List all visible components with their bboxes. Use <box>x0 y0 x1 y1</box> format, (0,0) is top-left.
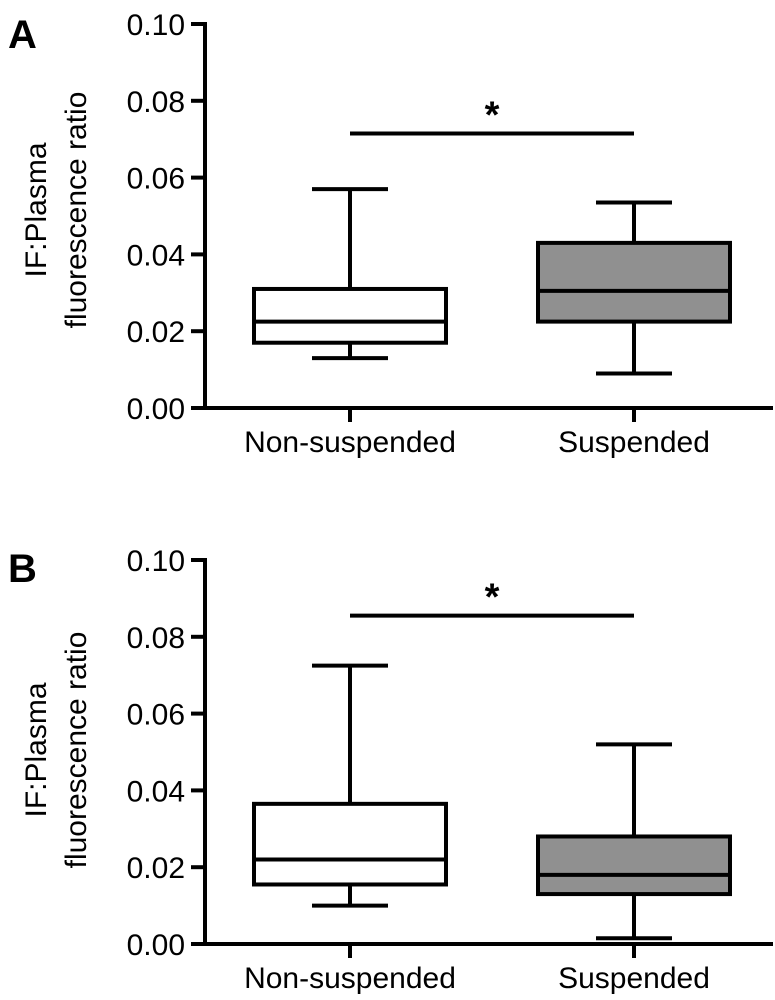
y-tick-label: 0.10 <box>127 545 185 578</box>
y-axis-label-line-2: fluorescence ratio <box>60 92 93 329</box>
box-non-suspended <box>252 663 448 908</box>
y-tick-label: 0.00 <box>127 393 185 426</box>
y-tick-label: 0.02 <box>127 852 185 885</box>
plot-area: 0.00 0.02 0.04 0.06 0.08 0.10 Non-suspended Sus… <box>127 9 773 459</box>
panel-label: A <box>8 13 37 57</box>
iqr-box <box>252 801 448 887</box>
y-tick-label: 0.08 <box>127 86 185 119</box>
box-suspended <box>536 200 732 376</box>
significance-asterisk: * <box>485 94 500 136</box>
y-tick-label: 0.08 <box>127 622 185 655</box>
y-tick-label: 0.04 <box>127 775 185 808</box>
x-category-label: Suspended <box>558 962 710 995</box>
y-tick-label: 0.00 <box>127 929 185 962</box>
y-axis-label-line-2: fluorescence ratio <box>60 632 93 869</box>
box-suspended <box>536 742 732 941</box>
y-tick-label: 0.06 <box>127 699 185 732</box>
x-category-label: Suspended <box>558 426 710 459</box>
x-category-label: Non-suspended <box>244 962 456 995</box>
iqr-box <box>536 834 732 897</box>
y-tick-label: 0.06 <box>127 163 185 196</box>
box-non-suspended <box>252 187 448 361</box>
iqr-box <box>252 286 448 345</box>
y-tick-label: 0.02 <box>127 316 185 349</box>
iqr-box <box>536 240 732 324</box>
plot-area: 0.00 0.02 0.04 0.06 0.08 0.10 Non-suspended Sus… <box>127 545 773 995</box>
panel-b: B IF:Plasma fluorescence ratio 0.000.020… <box>8 545 773 995</box>
x-category-label: Non-suspended <box>244 426 456 459</box>
significance-asterisk: * <box>485 577 500 619</box>
y-axis-label-line-1: IF:Plasma <box>20 142 53 277</box>
y-axis-label-line-1: IF:Plasma <box>20 682 53 817</box>
panel-label: B <box>8 547 37 591</box>
y-tick-label: 0.04 <box>127 239 185 272</box>
y-tick-label: 0.10 <box>127 9 185 42</box>
panel-a: A IF:Plasma fluorescence ratio 0.000.020… <box>8 9 773 459</box>
